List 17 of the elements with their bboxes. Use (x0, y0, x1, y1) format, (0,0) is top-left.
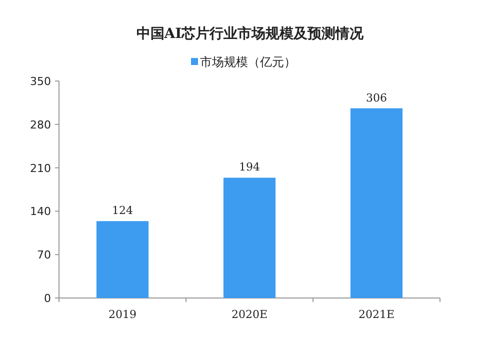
x-tick-label: 2021E (358, 308, 395, 321)
y-tick-label: 280 (30, 118, 51, 132)
y-tick-label: 210 (30, 162, 51, 175)
bar (223, 178, 276, 298)
y-tick-label: 140 (30, 205, 51, 218)
data-label: 124 (112, 204, 133, 218)
y-tick-label: 0 (44, 292, 51, 305)
legend: 市场规模（亿元） (191, 55, 296, 69)
x-tick-label: 2019 (108, 308, 136, 321)
chart-title: 中国AI芯片行业市场规模及预测情况 (136, 25, 365, 42)
data-label: 306 (366, 91, 387, 104)
bar (350, 108, 403, 298)
data-label: 194 (239, 160, 260, 174)
x-tick-label: 2020E (231, 308, 268, 321)
bar (96, 221, 149, 298)
y-tick-label: 350 (30, 75, 51, 88)
y-tick-label: 70 (37, 248, 51, 262)
